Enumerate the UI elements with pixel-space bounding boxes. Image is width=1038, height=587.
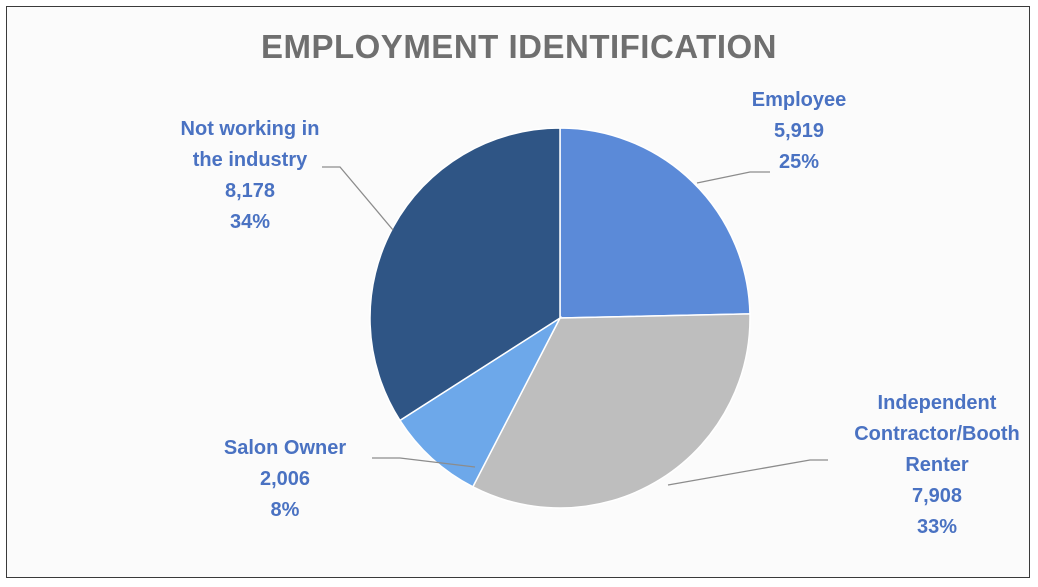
slice-category-label: Employee [751, 89, 847, 111]
slice-label-independent-contractor: Independent Contractor/Booth Renter 7,908 33… [842, 388, 1032, 543]
leader-line-not-working [322, 166, 394, 231]
slice-value-label: 8,178 [224, 180, 276, 202]
slice-percent-label: 8% [270, 499, 300, 521]
leader-line-salon-owner [372, 457, 476, 468]
pie-slice-not-working [369, 127, 561, 422]
leader-line-employee [696, 171, 770, 184]
slice-percent-label: 25% [778, 151, 820, 173]
slice-category-label: Salon Owner [223, 437, 347, 459]
pie-slice-salon-owner [398, 315, 562, 488]
slice-category-label: Independent [877, 392, 997, 414]
slice-label-not-working: Not working in the industry 8,178 34% [150, 114, 350, 238]
slice-percent-label: 34% [229, 211, 271, 233]
slice-value-label: 5,919 [773, 120, 825, 142]
slice-label-employee: Employee 5,919 25% [734, 85, 864, 178]
pie-slice-independent-contractor [471, 313, 751, 509]
slice-category-label: Not working in [180, 118, 320, 140]
slice-value-label: 2,006 [259, 468, 311, 490]
slice-category-label: the industry [192, 149, 308, 171]
slice-value-label: 7,908 [911, 485, 963, 507]
chart-title: EMPLOYMENT IDENTIFICATION [260, 28, 778, 65]
slice-label-salon-owner: Salon Owner 2,006 8% [210, 433, 360, 526]
pie-slice-employee [559, 127, 751, 319]
slice-category-label: Contractor/Booth [854, 423, 1020, 445]
leader-line-independent-contractor [667, 459, 828, 486]
slice-category-label: Renter [905, 454, 969, 476]
slice-percent-label: 33% [916, 516, 958, 538]
